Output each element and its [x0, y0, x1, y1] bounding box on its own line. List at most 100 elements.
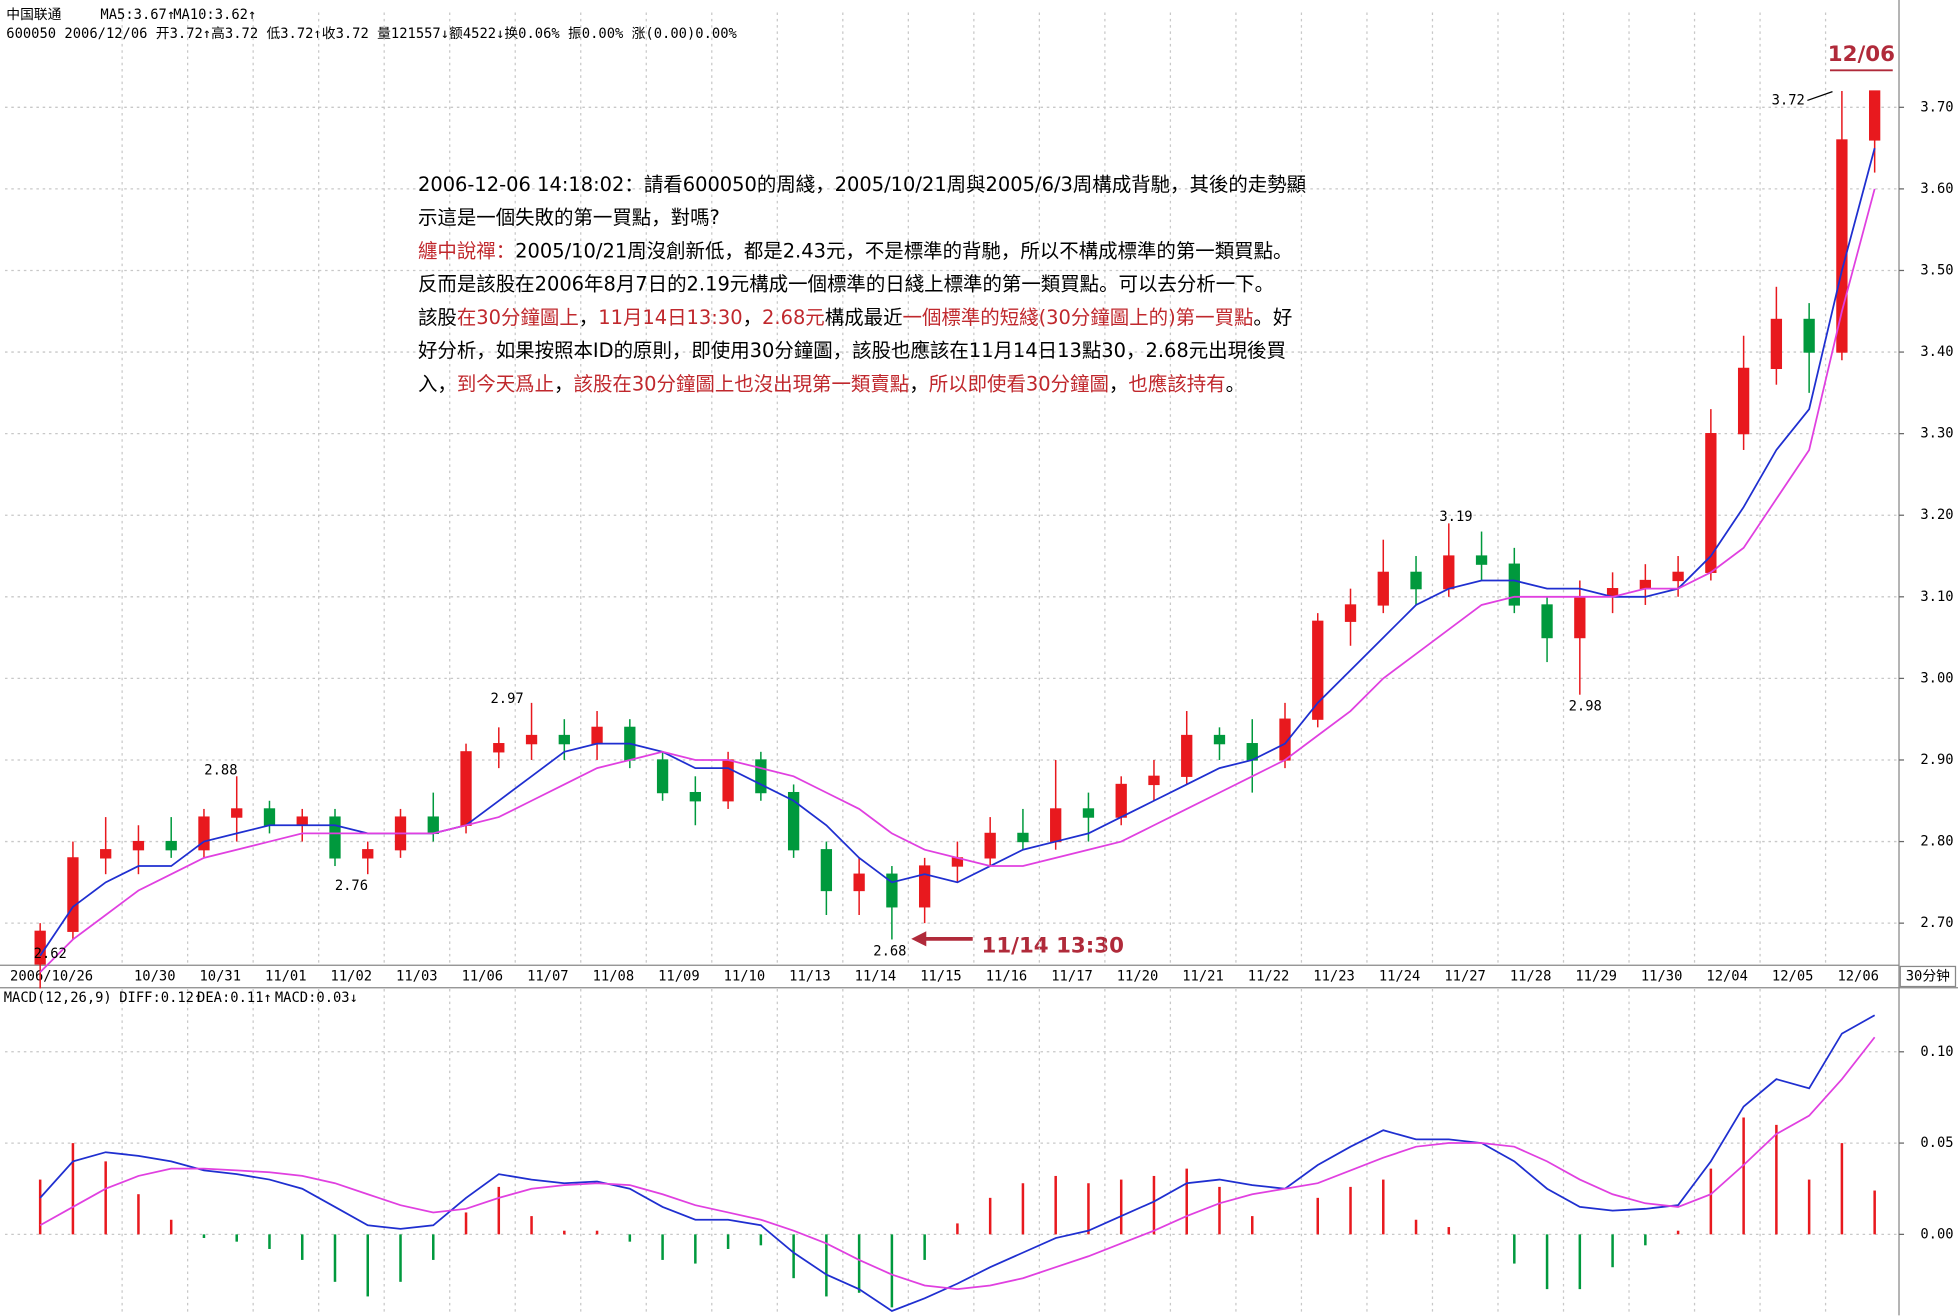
x-tick-label: 11/29: [1575, 968, 1617, 984]
candle-body: [787, 791, 800, 851]
x-tick-label: 11/28: [1510, 968, 1552, 984]
candle-body: [984, 832, 996, 859]
x-tick-label: 11/21: [1182, 968, 1224, 984]
candle-body: [165, 840, 177, 851]
x-tick-label: 2006/10/26: [10, 968, 93, 984]
extreme-label: 2.97: [490, 691, 523, 707]
period-label: 30分钟: [1906, 967, 1950, 984]
x-tick-label: 11/13: [789, 968, 831, 984]
candle-body: [525, 734, 538, 745]
candle-body: [1181, 734, 1193, 777]
note-segment: 一個標準的短綫(30分鐘圖上的)第一買點: [903, 306, 1254, 329]
macd-title: MACD(12,26,9): [4, 990, 112, 1006]
candle-body: [1443, 555, 1455, 590]
macd-line: [39, 1036, 1876, 1291]
candle-body: [1836, 139, 1848, 353]
candle-body: [296, 816, 308, 826]
x-tick-label: 11/08: [593, 968, 635, 984]
x-tick-label: 12/06: [1837, 968, 1879, 984]
x-tick-label: 11/17: [1051, 968, 1093, 984]
x-tick-label: 12/04: [1706, 968, 1748, 984]
y-tick-label: 3.50: [1920, 262, 1953, 278]
x-tick-label: 10/31: [200, 968, 242, 984]
note-segment: 好分析，如果按照本ID的原則，即使用30分鐘圖，該股也應該在11月14日13點3…: [418, 339, 1286, 362]
candle-body: [329, 816, 341, 859]
y-tick-label: 0.10: [1920, 1044, 1953, 1060]
candle-body: [1213, 734, 1226, 745]
candle-body: [853, 873, 865, 892]
x-tick-label: 11/02: [331, 968, 373, 984]
note-segment: 所以即使看30分鐘圖: [929, 372, 1109, 395]
candle-body: [1148, 775, 1160, 786]
candle-body: [1344, 604, 1357, 622]
x-tick-label: 11/22: [1248, 968, 1290, 984]
candle-body: [689, 791, 701, 802]
y-tick-label: 3.10: [1920, 589, 1953, 605]
note-line: 好分析，如果按照本ID的原則，即使用30分鐘圖，該股也應該在11月14日13點3…: [418, 339, 1286, 362]
note-segment: 該股: [418, 306, 457, 329]
note-segment: 2006-12-06 14:18:02：請看600050的周綫，2005/10/…: [418, 173, 1306, 196]
note-segment: 纏中說禪：: [418, 239, 515, 262]
candle-body: [427, 816, 439, 835]
note-segment: 。: [1226, 372, 1245, 395]
x-tick-label: 11/27: [1444, 968, 1486, 984]
extreme-label: 2.88: [204, 763, 237, 779]
y-tick-label: 2.70: [1920, 915, 1953, 931]
note-line: 示這是一個失敗的第一買點，對嗎?: [418, 206, 720, 229]
y-tick-label: 3.00: [1920, 670, 1953, 686]
candle-body: [198, 816, 210, 851]
extreme-label: 2.68: [873, 943, 906, 959]
candle-body: [263, 808, 276, 826]
candle-body: [362, 849, 374, 859]
y-tick-label: 3.40: [1920, 344, 1953, 360]
x-tick-label: 11/03: [396, 968, 438, 984]
note-segment: 該股在30分鐘圖上也沒出現第一類賣點: [574, 372, 910, 395]
note-segment: ，: [554, 372, 573, 395]
candle-body: [656, 759, 669, 794]
note-segment: 構成最近: [825, 306, 903, 329]
candle-body: [1410, 571, 1422, 590]
y-tick-label: 2.90: [1920, 752, 1953, 768]
y-tick-label: 2.80: [1920, 834, 1953, 850]
note-line: 反而是該股在2006年8月7日的2.19元構成一個標準的日綫上標準的第一類買點。…: [418, 273, 1274, 296]
candle-body: [591, 726, 603, 745]
x-tick-label: 11/23: [1313, 968, 1355, 984]
candle-body: [820, 849, 833, 892]
note-segment: 到今天爲止: [457, 372, 554, 395]
x-tick-label: 11/01: [265, 968, 307, 984]
note-segment: 示這是一個失敗的第一買點，對嗎?: [418, 206, 720, 229]
macd-line: [39, 1014, 1876, 1312]
x-tick-label: 11/20: [1117, 968, 1159, 984]
x-tick-label: 12/05: [1772, 968, 1814, 984]
candle-body: [886, 873, 898, 908]
period-box: [1899, 965, 1957, 988]
y-tick-label: 0.05: [1920, 1135, 1953, 1151]
candle-body: [1541, 604, 1553, 639]
candle-body: [1574, 596, 1586, 639]
legend-entry: MACD:0.03↓: [275, 990, 358, 1006]
x-tick-label: 11/10: [724, 968, 766, 984]
candle-body: [1082, 808, 1095, 818]
legend-entry: MA5:3.67↑: [100, 7, 175, 23]
y-tick-label: 3.30: [1920, 426, 1953, 442]
candle-body: [67, 857, 79, 932]
x-tick-label: 11/14: [855, 968, 897, 984]
note-segment: 。好: [1253, 306, 1292, 329]
arrow-annotation: 11/14 13:30: [982, 933, 1124, 958]
candle-body: [1770, 318, 1783, 370]
candle-body: [1017, 832, 1029, 843]
x-tick-label: 11/09: [658, 968, 700, 984]
x-tick-label: 11/30: [1641, 968, 1683, 984]
candle-body: [1115, 783, 1127, 818]
extreme-label: 2.62: [34, 946, 67, 962]
candle-body: [460, 751, 472, 826]
legend-entry: DEA:0.11↑: [197, 990, 272, 1006]
candle-body: [1475, 555, 1488, 565]
candle-body: [558, 734, 570, 745]
candle-body: [722, 759, 734, 802]
extreme-label: 3.19: [1439, 509, 1472, 525]
candle-body: [1377, 571, 1389, 606]
note-line: 該股在30分鐘圖上，11月14日13:30，2.68元構成最近一個標準的短綫(3…: [418, 306, 1292, 329]
y-tick-label: 3.20: [1920, 507, 1953, 523]
